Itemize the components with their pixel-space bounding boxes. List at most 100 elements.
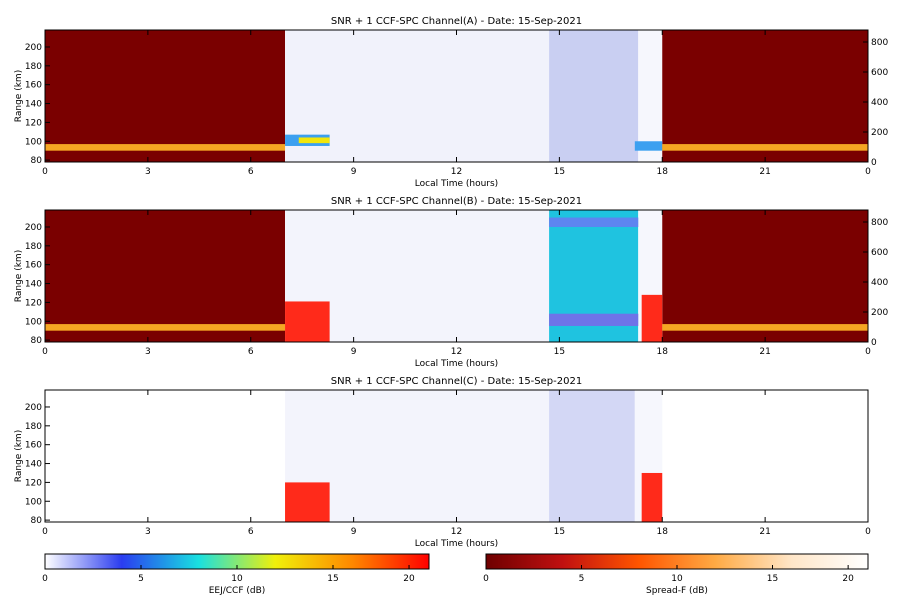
data-region <box>638 30 663 162</box>
colorbar-tick-label: 10 <box>231 574 243 584</box>
right-y-tick-label: 600 <box>871 248 888 258</box>
y-tick-label: 160 <box>25 441 42 451</box>
echo-layer <box>45 144 286 151</box>
data-region <box>45 30 286 162</box>
right-y-tick-label: 0 <box>871 338 877 348</box>
x-tick-label: 15 <box>554 527 565 537</box>
panel-title: SNR + 1 CCF-SPC Channel(C) - Date: 15-Se… <box>331 376 582 387</box>
echo-layer <box>641 294 663 342</box>
colorbar-tick-label: 15 <box>767 574 778 584</box>
echo-layer <box>662 144 868 151</box>
colorbar-tick-label: 15 <box>327 574 338 584</box>
panel-c: SNR + 1 CCF-SPC Channel(C) - Date: 15-Se… <box>14 376 871 549</box>
panels: SNR + 1 CCF-SPC Channel(A) - Date: 15-Se… <box>14 16 888 549</box>
y-tick-label: 160 <box>25 81 42 91</box>
colorbar-label: EEJ/CCF (dB) <box>209 586 266 596</box>
echo-layer <box>549 313 639 326</box>
colorbar-tick-label: 10 <box>671 574 683 584</box>
echo-layer <box>285 301 330 342</box>
x-tick-label: 0 <box>42 347 48 357</box>
right-y-tick-label: 0 <box>871 158 877 168</box>
colorbar-tick-label: 20 <box>403 574 415 584</box>
right-y-tick-label: 400 <box>871 278 888 288</box>
x-tick-label: 0 <box>865 527 871 537</box>
y-tick-label: 200 <box>25 43 42 53</box>
colorbar-tick-label: 20 <box>842 574 854 584</box>
x-axis-label: Local Time (hours) <box>415 539 498 549</box>
echo-layer <box>662 324 868 331</box>
x-tick-label: 18 <box>657 167 669 177</box>
echo-layer <box>298 137 330 144</box>
y-tick-label: 120 <box>25 118 42 128</box>
data-region <box>662 30 868 162</box>
x-tick-label: 0 <box>42 527 48 537</box>
y-tick-label: 140 <box>25 460 42 470</box>
panel-title: SNR + 1 CCF-SPC Channel(B) - Date: 15-Se… <box>331 196 582 207</box>
x-tick-label: 6 <box>248 527 254 537</box>
echo-layer <box>45 324 286 331</box>
panel-title: SNR + 1 CCF-SPC Channel(A) - Date: 15-Se… <box>331 16 582 27</box>
x-tick-label: 12 <box>451 167 462 177</box>
y-tick-label: 120 <box>25 298 42 308</box>
x-axis-label: Local Time (hours) <box>415 179 498 189</box>
colorbar-spreadf: 0 5 10 15 20 Spread-F (dB) <box>483 553 869 596</box>
x-tick-label: 6 <box>248 167 254 177</box>
y-tick-label: 80 <box>31 156 43 166</box>
right-y-tick-label: 200 <box>871 308 888 318</box>
echo-layer <box>641 472 663 522</box>
x-tick-label: 21 <box>759 347 770 357</box>
x-tick-label: 21 <box>759 167 770 177</box>
right-y-tick-label: 400 <box>871 98 888 108</box>
y-axis-label: Range (km) <box>14 250 24 302</box>
echo-layer <box>634 141 663 151</box>
y-axis-label: Range (km) <box>14 70 24 122</box>
x-tick-label: 12 <box>451 347 462 357</box>
y-tick-label: 200 <box>25 223 42 233</box>
right-y-tick-label: 200 <box>871 128 888 138</box>
x-tick-label: 0 <box>865 167 871 177</box>
x-tick-label: 15 <box>554 167 565 177</box>
colorbar-label: Spread-F (dB) <box>646 586 708 596</box>
y-tick-label: 180 <box>25 242 42 252</box>
right-y-tick-label: 600 <box>871 68 888 78</box>
x-tick-label: 15 <box>554 347 565 357</box>
panel-b: SNR + 1 CCF-SPC Channel(B) - Date: 15-Se… <box>14 196 888 369</box>
x-axis-label: Local Time (hours) <box>415 359 498 369</box>
x-tick-label: 6 <box>248 347 254 357</box>
x-tick-label: 12 <box>451 527 462 537</box>
y-tick-label: 140 <box>25 100 42 110</box>
y-tick-label: 80 <box>31 336 43 346</box>
data-region <box>662 210 868 342</box>
panel-a: SNR + 1 CCF-SPC Channel(A) - Date: 15-Se… <box>14 16 888 189</box>
x-tick-label: 9 <box>351 527 357 537</box>
right-y-tick-label: 800 <box>871 218 888 228</box>
echo-layer <box>549 217 639 227</box>
y-tick-label: 140 <box>25 280 42 290</box>
colorbar-tick-label: 5 <box>579 574 585 584</box>
y-tick-label: 120 <box>25 478 42 488</box>
colorbar-tick-label: 0 <box>483 574 489 584</box>
y-axis-label: Range (km) <box>14 430 24 482</box>
right-y-tick-label: 800 <box>871 38 888 48</box>
colorbar-ccf: 0 5 10 15 20 EEJ/CCF (dB) <box>42 553 430 596</box>
colorbars: 0 5 10 15 20 EEJ/CCF (dB) 0 5 10 15 20 Spread-F (dB… <box>42 553 869 596</box>
y-tick-label: 100 <box>25 497 42 507</box>
x-tick-label: 9 <box>351 167 357 177</box>
colorbar-tick-label: 5 <box>138 574 144 584</box>
x-tick-label: 18 <box>657 347 669 357</box>
data-region <box>549 390 635 522</box>
echo-layer <box>285 482 330 522</box>
data-region <box>549 30 639 162</box>
colorbar-tick-label: 0 <box>42 574 48 584</box>
x-tick-label: 18 <box>657 527 669 537</box>
x-tick-label: 9 <box>351 347 357 357</box>
data-region <box>45 210 286 342</box>
y-tick-label: 160 <box>25 261 42 271</box>
x-tick-label: 0 <box>42 167 48 177</box>
x-tick-label: 3 <box>145 347 151 357</box>
y-tick-label: 100 <box>25 137 42 147</box>
x-tick-label: 3 <box>145 527 151 537</box>
y-tick-label: 100 <box>25 317 42 327</box>
x-tick-label: 3 <box>145 167 151 177</box>
